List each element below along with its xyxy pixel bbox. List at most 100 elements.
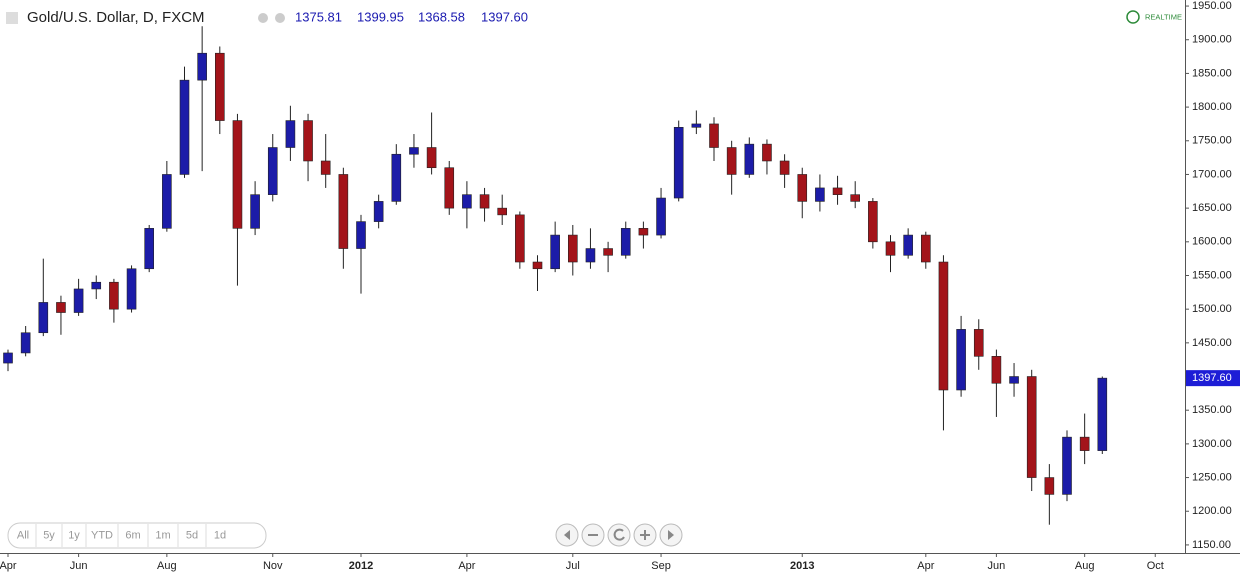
candle-body [885, 241, 896, 256]
range-button[interactable]: 5y [43, 529, 55, 541]
candle-body [1097, 377, 1108, 451]
realtime-label: REALTIME [1145, 12, 1182, 21]
range-button[interactable]: 1m [155, 529, 170, 541]
realtime-icon [1126, 10, 1140, 24]
candle-body [744, 143, 755, 175]
y-tick-label: 1800.00 [1192, 101, 1232, 113]
eye-icon[interactable] [258, 13, 268, 23]
candle-body [620, 228, 631, 256]
candle-body [956, 329, 966, 391]
range-button[interactable]: 1y [68, 529, 80, 541]
x-tick-label: Jun [988, 560, 1006, 572]
x-tick-label: 2012 [349, 560, 373, 572]
candle-body [356, 221, 366, 249]
candle-body [868, 201, 878, 243]
menu-icon[interactable] [6, 12, 18, 24]
y-tick-label: 1700.00 [1192, 168, 1232, 180]
nav-icons [564, 528, 674, 541]
candle-body [73, 288, 84, 313]
candle-body [815, 187, 825, 202]
y-tick-label: 1850.00 [1192, 67, 1232, 79]
candle-body [1062, 436, 1072, 495]
ohlc-value: 1368.58 [418, 9, 465, 24]
candle-body [497, 207, 508, 216]
candle-body [550, 234, 560, 270]
y-tick-label: 1950.00 [1192, 0, 1232, 12]
candle-body [267, 147, 278, 195]
candle-body [1079, 436, 1090, 451]
y-tick-label: 1900.00 [1192, 34, 1232, 46]
candle-body [1044, 477, 1055, 495]
reset[interactable] [607, 523, 631, 547]
x-tick-label: Apr [458, 560, 475, 572]
candle-body [426, 147, 437, 169]
ohlc-value: 1399.95 [357, 9, 404, 24]
candle-body [3, 352, 13, 364]
candle-body [515, 214, 525, 263]
range-button[interactable]: YTD [91, 529, 113, 541]
candle-body [991, 356, 1002, 384]
candle-body [391, 153, 402, 202]
candle-body [638, 228, 649, 236]
range-button[interactable]: 6m [125, 529, 140, 541]
candle-body [338, 174, 349, 249]
candle-body [567, 234, 578, 263]
candle-body [409, 147, 419, 155]
candle-body [197, 52, 207, 81]
candle-body [109, 281, 119, 310]
candle-body [779, 160, 790, 175]
range-bar [7, 522, 267, 549]
y-tick-label: 1550.00 [1192, 269, 1232, 281]
candle-body [232, 120, 243, 229]
candle-body [585, 248, 596, 263]
x-tick-label: Jun [70, 560, 88, 572]
candle-body [1009, 376, 1019, 384]
candle-body [126, 268, 137, 310]
candle-body [462, 194, 472, 209]
candle-body [1026, 376, 1037, 478]
x-tick-label: 2013 [790, 560, 814, 572]
candle-body [656, 197, 666, 236]
candle-body [762, 143, 772, 162]
candle-body [903, 234, 913, 256]
range-button[interactable]: 5d [186, 529, 198, 541]
y-tick-label: 1250.00 [1192, 471, 1232, 483]
y-tick-label: 1300.00 [1192, 438, 1232, 450]
candle-body [162, 174, 172, 229]
candle-body [56, 302, 66, 313]
y-tick-label: 1600.00 [1192, 236, 1232, 248]
x-tick-label: Apr [0, 560, 17, 572]
x-tick-label: Aug [157, 560, 177, 572]
x-tick-label: Nov [263, 560, 283, 572]
y-tick-label: 1200.00 [1192, 505, 1232, 517]
candle-body [832, 187, 843, 195]
y-tick-label: 1150.00 [1192, 539, 1231, 551]
ohlc-value: 1397.60 [481, 9, 528, 24]
y-tick-label: 1750.00 [1192, 135, 1232, 147]
last-price-badge [1186, 370, 1240, 387]
x-tick-label: Aug [1075, 560, 1095, 572]
candle-body [179, 79, 190, 175]
candle-body [144, 228, 154, 270]
candle-body [709, 123, 719, 148]
y-tick-label: 1650.00 [1192, 202, 1232, 214]
settings-icon[interactable] [275, 13, 285, 23]
candle-body [250, 194, 260, 229]
x-tick-label: Apr [917, 560, 934, 572]
candle-body [373, 201, 384, 222]
range-button[interactable]: All [17, 529, 29, 541]
candle-body [320, 160, 331, 175]
candle-body [444, 167, 455, 209]
chart-title: Gold/U.S. Dollar, D, FXCM [27, 9, 205, 26]
candle-body [532, 261, 543, 270]
candle-body [726, 147, 737, 175]
candle-body [673, 127, 684, 199]
y-tick-label: 1350.00 [1192, 404, 1232, 416]
ohlc-value: 1375.81 [295, 9, 342, 24]
candle-body [973, 329, 984, 357]
range-button[interactable]: 1d [214, 529, 226, 541]
candle-body [920, 234, 931, 263]
candle-body [938, 261, 949, 391]
